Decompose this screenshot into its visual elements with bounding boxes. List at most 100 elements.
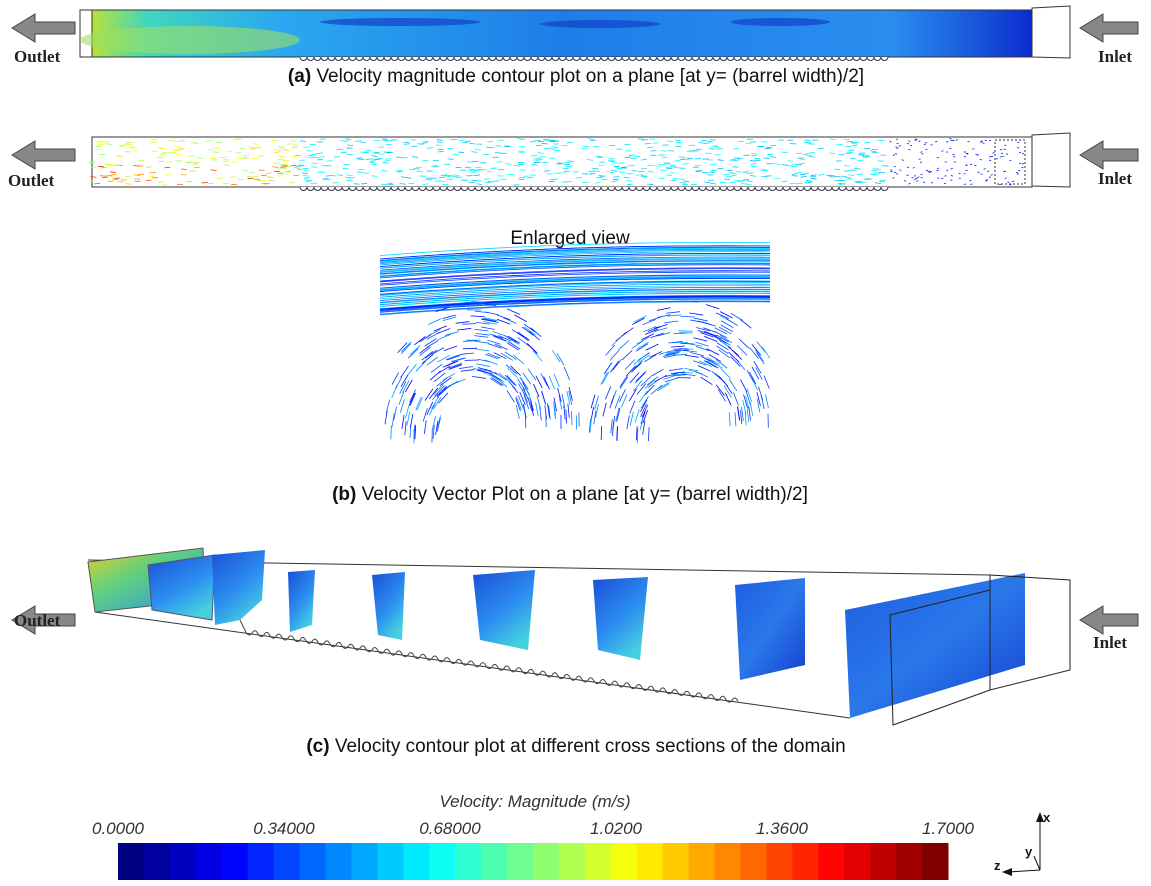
vector bbox=[796, 153, 802, 154]
ridge bbox=[328, 187, 335, 191]
vector bbox=[115, 177, 121, 178]
vector bbox=[542, 162, 548, 163]
section bbox=[593, 577, 648, 660]
vector bbox=[646, 344, 659, 350]
inlet-box bbox=[1032, 133, 1070, 187]
vector bbox=[457, 328, 471, 330]
ridge bbox=[629, 57, 636, 61]
vector bbox=[694, 166, 700, 167]
ridge bbox=[335, 187, 342, 191]
vector bbox=[764, 376, 769, 389]
vector bbox=[634, 316, 647, 322]
colorbar: Velocity: Magnitude (m/s) 0.00000.340000… bbox=[92, 792, 975, 880]
inlet-label: Inlet bbox=[1098, 169, 1132, 188]
vector bbox=[418, 144, 424, 145]
ridge bbox=[671, 187, 678, 191]
vector bbox=[835, 180, 841, 181]
ridge bbox=[552, 57, 559, 61]
color-step bbox=[870, 843, 896, 880]
ridge bbox=[587, 187, 594, 191]
axis-label: z bbox=[994, 858, 1001, 873]
vector bbox=[683, 350, 697, 352]
ridge bbox=[496, 57, 503, 61]
ridge bbox=[601, 187, 608, 191]
vector bbox=[603, 403, 606, 417]
color-step bbox=[403, 843, 429, 880]
ridge bbox=[615, 187, 622, 191]
vector bbox=[472, 376, 486, 378]
ridge bbox=[335, 57, 342, 61]
ridge bbox=[839, 187, 846, 191]
vector bbox=[754, 158, 760, 159]
vector bbox=[402, 415, 404, 429]
inlet-arrow bbox=[1080, 141, 1138, 169]
vector bbox=[610, 350, 619, 361]
color-step bbox=[844, 843, 870, 880]
color-step bbox=[585, 843, 611, 880]
vector bbox=[610, 395, 615, 408]
vector bbox=[400, 399, 404, 412]
caption-label: (b) bbox=[332, 484, 356, 505]
vector bbox=[725, 393, 731, 406]
vector bbox=[529, 331, 540, 340]
outlet-label: Outlet bbox=[8, 171, 55, 190]
vector bbox=[460, 353, 474, 354]
ridge bbox=[594, 57, 601, 61]
vector bbox=[507, 309, 520, 315]
color-step bbox=[533, 843, 559, 880]
ridge bbox=[657, 187, 664, 191]
ridge bbox=[762, 187, 769, 191]
tick-label: 1.0200 bbox=[590, 819, 643, 838]
vector bbox=[738, 407, 740, 421]
vector bbox=[436, 145, 442, 146]
vector bbox=[568, 404, 569, 418]
ridge bbox=[454, 187, 461, 191]
vector bbox=[174, 150, 180, 151]
color-step bbox=[741, 843, 767, 880]
ridge bbox=[755, 187, 762, 191]
ridge bbox=[650, 187, 657, 191]
tick-label: 0.0000 bbox=[92, 819, 145, 838]
ridge bbox=[783, 187, 790, 191]
vector bbox=[591, 395, 595, 408]
ridge bbox=[692, 57, 699, 61]
vector bbox=[536, 376, 542, 388]
ridge bbox=[825, 187, 832, 191]
contour-region bbox=[80, 26, 300, 54]
ridge bbox=[300, 187, 307, 191]
ridge bbox=[706, 187, 713, 191]
caption-label: (a) bbox=[288, 66, 311, 87]
color-step bbox=[118, 843, 144, 880]
ridge bbox=[531, 57, 538, 61]
vector bbox=[985, 181, 987, 182]
color-step bbox=[455, 843, 481, 880]
color-step bbox=[300, 843, 326, 880]
vector bbox=[602, 371, 609, 383]
ridge bbox=[720, 57, 727, 61]
vector bbox=[643, 319, 656, 324]
ridge bbox=[587, 57, 594, 61]
tick-label: 1.3600 bbox=[756, 819, 809, 838]
vector bbox=[461, 370, 475, 372]
vector bbox=[752, 345, 761, 356]
vector bbox=[295, 166, 301, 167]
colorbar-title: Velocity: Magnitude (m/s) bbox=[439, 792, 630, 811]
ridge bbox=[447, 57, 454, 61]
vector bbox=[528, 369, 536, 381]
vector bbox=[967, 141, 969, 142]
ridge bbox=[629, 187, 636, 191]
ridge bbox=[678, 187, 685, 191]
ridge bbox=[615, 57, 622, 61]
vector bbox=[757, 342, 766, 353]
ridge bbox=[328, 57, 335, 61]
vector bbox=[437, 386, 447, 396]
vector bbox=[653, 143, 659, 144]
axis-label: x bbox=[1043, 810, 1051, 825]
vector bbox=[202, 182, 208, 183]
color-step bbox=[818, 843, 844, 880]
color-step bbox=[248, 843, 274, 880]
ridge bbox=[769, 57, 776, 61]
vector bbox=[695, 371, 708, 377]
ridge bbox=[426, 187, 433, 191]
vector bbox=[689, 313, 703, 315]
